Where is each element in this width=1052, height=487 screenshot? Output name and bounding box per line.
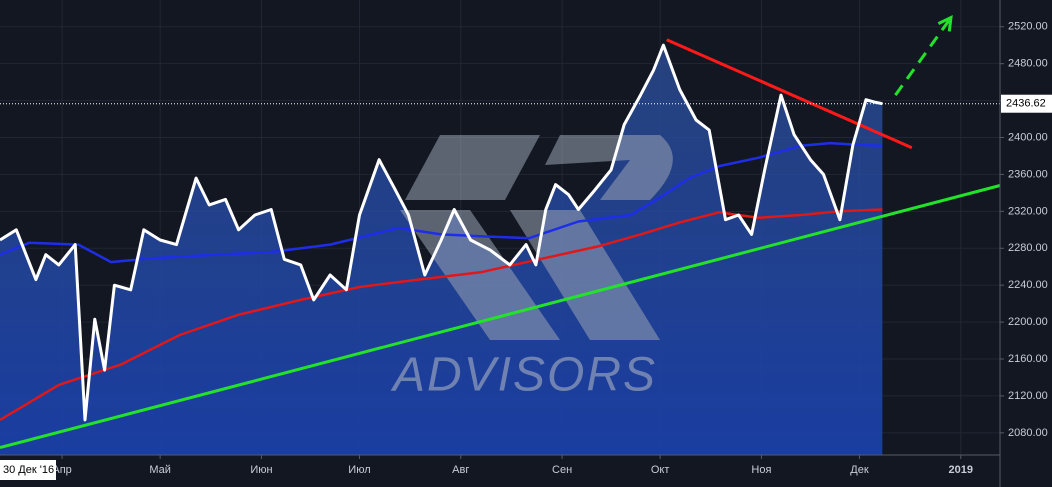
x-tick-label: Май bbox=[149, 464, 171, 476]
series-line bbox=[0, 141, 883, 264]
x-tick-label: Дек bbox=[850, 464, 869, 476]
x-tick-label: Авг bbox=[452, 464, 469, 476]
logo-shape bbox=[545, 135, 673, 200]
trend-arrow-head bbox=[937, 14, 953, 32]
y-tick-label: 2280.00 bbox=[1008, 242, 1048, 254]
x-tick-label: Июл bbox=[348, 464, 370, 476]
x-tick-label: Июн bbox=[250, 464, 272, 476]
y-tick-label: 2320.00 bbox=[1008, 205, 1048, 217]
y-tick-label: 2120.00 bbox=[1008, 390, 1048, 402]
y-tick-label: 2240.00 bbox=[1008, 279, 1048, 291]
x-tick-label: Сен bbox=[552, 464, 572, 476]
crosshair-label: 30 Дек '16 bbox=[3, 464, 54, 476]
y-tick-label: 2360.00 bbox=[1008, 168, 1048, 180]
x-tick-label: Апр bbox=[52, 464, 71, 476]
watermark-text: ADVISORS bbox=[390, 349, 657, 402]
logo-shape bbox=[405, 135, 540, 200]
y-tick-label: 2160.00 bbox=[1008, 353, 1048, 365]
trend-line bbox=[894, 16, 953, 96]
y-tick-label: 2400.00 bbox=[1008, 131, 1048, 143]
y-tick-label: 2520.00 bbox=[1008, 21, 1048, 33]
series-line bbox=[0, 43, 883, 422]
last-price-box bbox=[1001, 94, 1052, 113]
y-tick-label: 2080.00 bbox=[1008, 427, 1048, 439]
last-price-label: 2436.62 bbox=[1006, 98, 1046, 110]
trend-line bbox=[0, 184, 1001, 450]
x-tick-label: 2019 bbox=[949, 464, 973, 476]
y-tick-label: 2200.00 bbox=[1008, 316, 1048, 328]
x-tick-label: Окт bbox=[651, 464, 670, 476]
x-tick-label: Ноя bbox=[751, 464, 771, 476]
y-tick-label: 2480.00 bbox=[1008, 58, 1048, 70]
crosshair-label-box bbox=[0, 460, 56, 480]
trend-line bbox=[666, 38, 913, 150]
logo-shape bbox=[510, 210, 660, 340]
